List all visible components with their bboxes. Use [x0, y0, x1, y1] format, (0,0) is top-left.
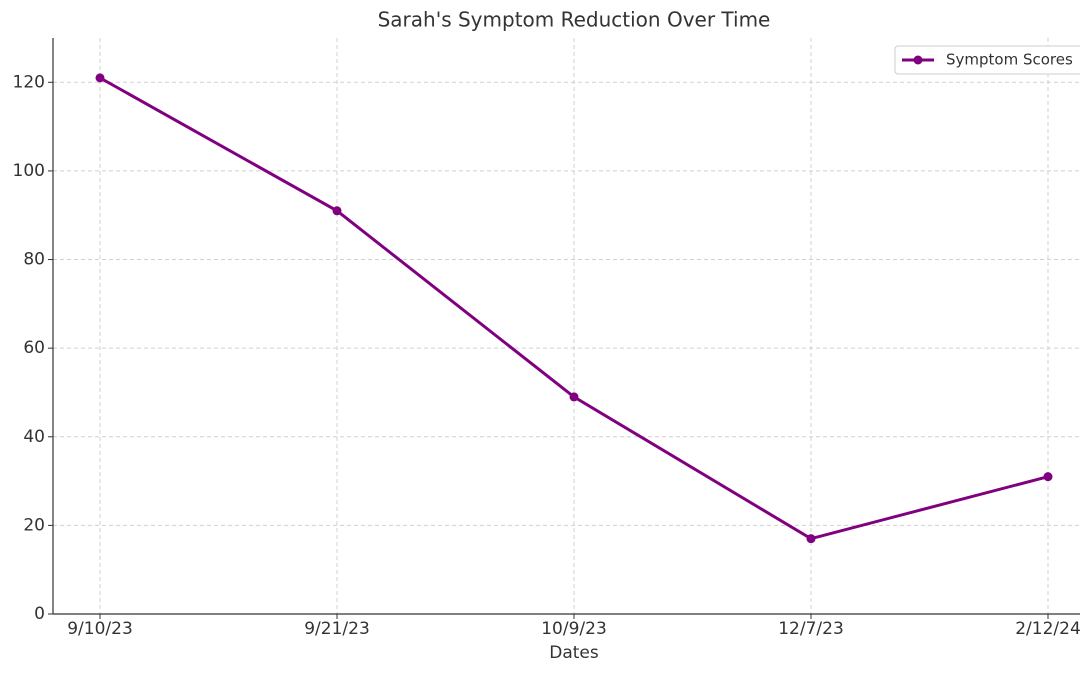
chart-title: Sarah's Symptom Reduction Over Time	[378, 8, 771, 32]
data-point	[95, 73, 105, 83]
x-tick-label: 12/7/23	[778, 619, 844, 639]
x-tick-label: 9/21/23	[304, 619, 370, 639]
x-axis-label: Dates	[549, 643, 599, 663]
legend-label: Symptom Scores	[946, 51, 1073, 69]
legend-marker	[913, 55, 923, 65]
legend-box	[894, 45, 1080, 75]
y-tick-label: 0	[34, 604, 45, 624]
x-tick-label: 10/9/23	[541, 619, 607, 639]
y-tick-label: 120	[13, 72, 45, 92]
x-tick-label: 9/10/23	[67, 619, 133, 639]
data-point	[806, 534, 816, 544]
data-point	[569, 392, 579, 402]
legend: Symptom Scores	[894, 45, 1080, 75]
y-tick-label: 80	[23, 250, 45, 270]
y-tick-label: 20	[23, 515, 45, 535]
y-tick-label: 100	[13, 161, 45, 181]
y-tick-label: 60	[23, 338, 45, 358]
data-point	[1043, 472, 1053, 482]
y-tick-label: 40	[23, 427, 45, 447]
x-tick-label: 2/12/24	[1015, 619, 1080, 639]
data-point	[332, 206, 342, 216]
